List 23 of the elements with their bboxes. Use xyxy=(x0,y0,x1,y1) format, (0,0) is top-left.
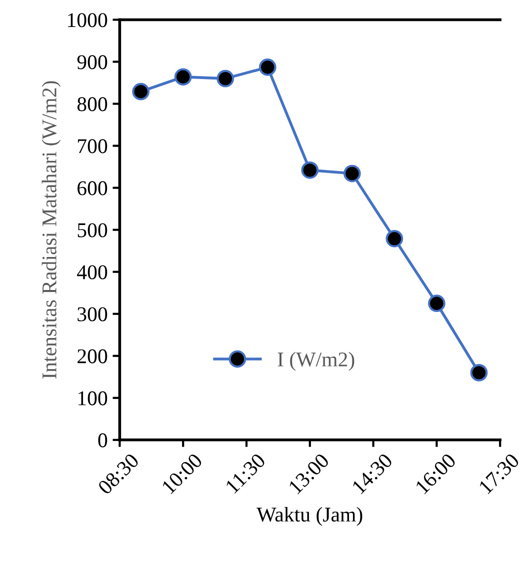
point xyxy=(470,364,488,382)
point xyxy=(343,164,361,182)
point xyxy=(428,294,446,312)
point xyxy=(386,230,404,248)
y-tick-label: 100 xyxy=(78,391,108,406)
point xyxy=(132,82,150,100)
y-tick-label: 1000 xyxy=(68,13,108,28)
legend-label: I (W/m2) xyxy=(278,352,354,371)
y-tick-label: 300 xyxy=(78,307,108,322)
point xyxy=(301,161,319,179)
y-tick-label: 200 xyxy=(78,349,108,364)
y-axis-title: Intensitas Radiasi Matahari (W/m2) xyxy=(42,81,61,379)
x-axis-title: Waktu (Jam) xyxy=(256,506,362,526)
y-tick-label: 800 xyxy=(77,97,108,112)
y-tick-label: 400 xyxy=(77,265,108,280)
y-tick-label: 600 xyxy=(78,181,108,196)
point xyxy=(216,70,234,88)
y-tick-label: 500 xyxy=(78,223,108,238)
point xyxy=(174,68,192,86)
y-tick-label: 700 xyxy=(78,139,108,154)
y-tick-label: 0 xyxy=(98,433,108,448)
point xyxy=(258,58,276,76)
y-tick-label: 900 xyxy=(77,55,108,70)
